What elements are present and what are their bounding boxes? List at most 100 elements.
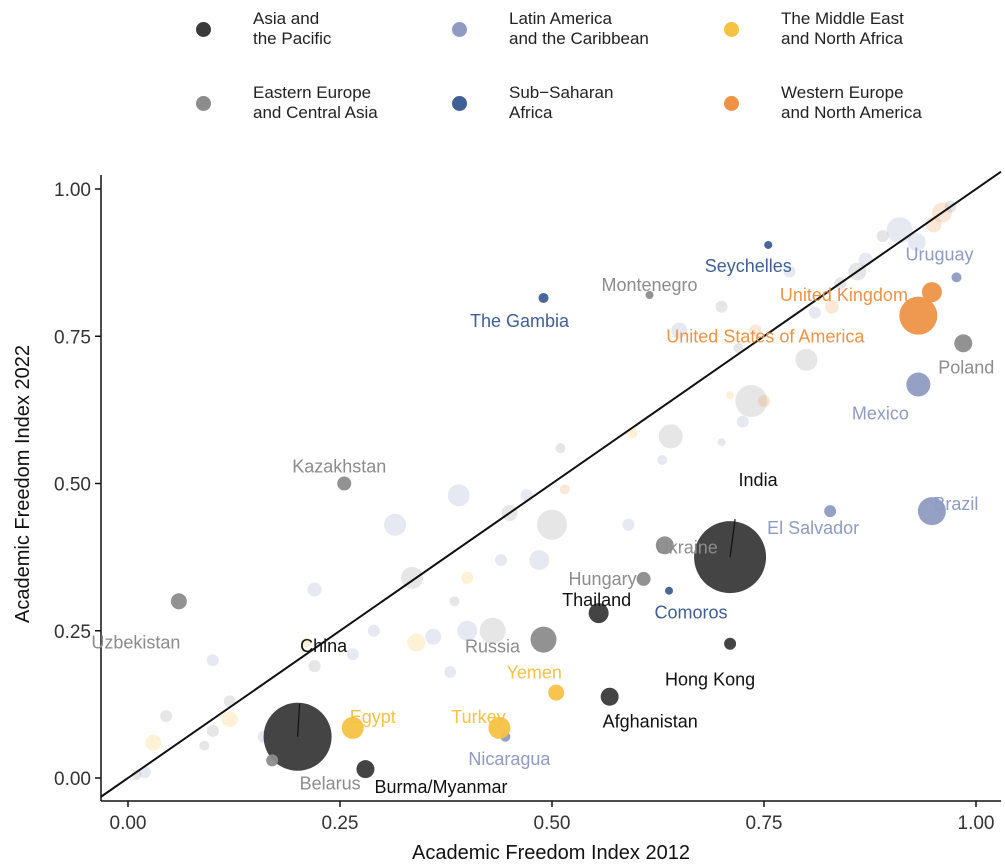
- faded-point-15: [733, 343, 744, 354]
- point-comoros: [665, 586, 674, 595]
- faded-point-46: [206, 654, 219, 667]
- y-tick-label-4: 1.00: [54, 180, 91, 201]
- point-afghanistan: [600, 687, 619, 706]
- legend-label-eeca: Eastern Europe and Central Asia: [253, 83, 378, 122]
- faded-point-23: [555, 443, 566, 454]
- y-tick-label-1: 0.25: [54, 622, 91, 643]
- faded-point-17: [735, 385, 768, 418]
- y-tick-label-0: 0.00: [54, 769, 91, 790]
- faded-point-34: [495, 554, 508, 567]
- faded-point-56: [301, 637, 312, 648]
- point-russia: [530, 626, 557, 653]
- point-united-states-of-america: [899, 296, 938, 335]
- legend-swatch-wena: [724, 95, 739, 111]
- x-axis-title: Academic Freedom Index 2012: [412, 842, 690, 864]
- point-belarus: [266, 754, 279, 767]
- faded-point-11: [795, 348, 818, 371]
- point-label-yemen: Yemen: [507, 663, 562, 683]
- y-tick-label-3: 0.75: [54, 327, 91, 348]
- faded-point-57: [346, 648, 359, 661]
- point-label-montenegro: Montenegro: [601, 275, 697, 295]
- faded-point-13: [715, 300, 728, 313]
- point-label-egypt: Egypt: [350, 707, 396, 727]
- point-burma-myanmar: [356, 760, 375, 779]
- point-label-india: India: [739, 470, 779, 490]
- faded-point-16: [749, 324, 762, 337]
- faded-point-21: [726, 391, 735, 400]
- legend-swatch-eeca: [196, 95, 211, 111]
- point-uzbekistan: [170, 593, 187, 610]
- point-label-united-kingdom: United Kingdom: [780, 285, 908, 305]
- x-tick-label-1: 0.25: [322, 813, 359, 834]
- faded-point-43: [444, 665, 457, 678]
- legend-item-ssa: Sub−Saharan Africa: [452, 83, 613, 123]
- faded-point-52: [160, 710, 173, 723]
- legend-swatch-ssa: [452, 95, 467, 111]
- point-brazil: [917, 497, 946, 526]
- x-tick-label-3: 0.75: [746, 813, 783, 834]
- faded-point-29: [447, 484, 470, 507]
- x-tick-label-4: 1.00: [958, 813, 995, 834]
- faded-point-33: [529, 550, 550, 571]
- point-label-brazil: Brazil: [933, 494, 978, 514]
- point-united-kingdom: [921, 282, 942, 303]
- x-tick-label-0: 0.00: [110, 813, 147, 834]
- point-label-nicaragua: Nicaragua: [468, 749, 551, 769]
- legend-label-ssa: Sub−Saharan Africa: [509, 83, 614, 122]
- faded-point-22: [717, 438, 726, 447]
- faded-point-10: [808, 306, 821, 319]
- faded-point-27: [520, 489, 533, 502]
- point-label-ukraine: Ukraine: [656, 537, 718, 557]
- point-hong-kong: [724, 637, 737, 650]
- faded-point-25: [657, 454, 668, 465]
- legend-label-lac: Latin America and the Caribbean: [509, 9, 649, 48]
- leader-line-china: [297, 703, 301, 737]
- point-label-hungary: Hungary: [569, 569, 637, 589]
- leader-line-india: [729, 519, 736, 558]
- faded-point-42: [407, 633, 426, 652]
- faded-point-3: [907, 233, 926, 252]
- legend-swatch-lac: [452, 21, 467, 37]
- faded-point-40: [479, 617, 506, 644]
- point-label-the-gambia: The Gambia: [470, 311, 570, 331]
- legend-label-mena: The Middle East and North Africa: [781, 9, 904, 48]
- legend-item-lac: Latin America and the Caribbean: [452, 9, 649, 49]
- point-uruguay: [951, 272, 962, 283]
- point-label-el-salvador: El Salvador: [767, 518, 859, 538]
- faded-point-31: [622, 518, 635, 531]
- faded-point-44: [367, 624, 380, 637]
- point-label-thailand: Thailand: [562, 590, 631, 610]
- legend-item-mena: The Middle East and North Africa: [724, 9, 904, 49]
- point-label-russia: Russia: [465, 637, 521, 657]
- point-mexico: [906, 372, 931, 397]
- point-hungary: [636, 571, 651, 586]
- faded-point-24: [627, 428, 638, 439]
- faded-point-38: [461, 571, 474, 584]
- faded-point-5: [876, 230, 889, 243]
- point-label-poland: Poland: [938, 357, 994, 377]
- point-el-salvador: [824, 505, 837, 518]
- faded-point-36: [307, 582, 322, 597]
- faded-point-18: [758, 395, 770, 408]
- point-label-afghanistan: Afghanistan: [603, 712, 698, 732]
- legend-swatch-mena: [724, 21, 739, 37]
- faded-point-55: [131, 770, 142, 781]
- legend: Asia and the Pacific Eastern Europe and …: [0, 0, 1005, 140]
- legend-swatch-asia: [196, 21, 211, 37]
- point-label-uruguay: Uruguay: [905, 244, 973, 264]
- y-tick-label-2: 0.50: [54, 475, 91, 496]
- faded-point-47: [206, 724, 219, 737]
- faded-point-45: [308, 660, 321, 673]
- point-poland: [954, 334, 973, 353]
- point-label-seychelles: Seychelles: [705, 256, 792, 276]
- faded-point-19: [736, 415, 749, 428]
- faded-point-35: [401, 566, 424, 589]
- point-label-turkey: Turkey: [451, 707, 505, 727]
- point-label-china: China: [300, 636, 348, 656]
- plot-area: 0.00 0.25 0.50 0.75 1.00 0.00 0.25 0.50 0.75 1.00…: [54, 170, 1002, 834]
- faded-point-26: [537, 509, 567, 540]
- point-montenegro: [645, 291, 654, 300]
- faded-point-49: [221, 711, 238, 728]
- legend-item-eeca: Eastern Europe and Central Asia: [196, 83, 378, 123]
